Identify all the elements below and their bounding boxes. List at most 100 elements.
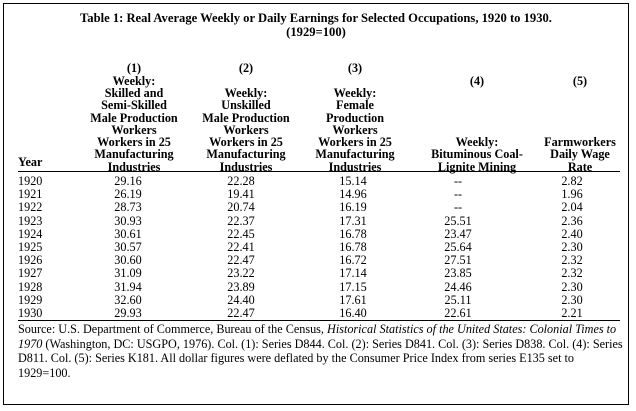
table-row: 1923 30.93 22.37 17.31 25.51 2.36	[18, 213, 620, 228]
year-cell: 1928	[18, 279, 43, 294]
value-cell: 16.78	[339, 240, 367, 255]
table-row: 1924 30.61 22.45 16.78 23.47 2.40	[18, 226, 620, 241]
value-cell: 25.64	[444, 240, 472, 255]
year-header: Year	[18, 155, 43, 169]
header-spacer	[418, 87, 536, 136]
value-cell: 22.37	[227, 213, 255, 228]
column-header-3: (3) Weekly: Female Production Workers Wo…	[307, 46, 403, 173]
value-cell: 31.09	[114, 266, 142, 281]
header-line: Weekly:	[112, 73, 156, 88]
value-cell: 30.93	[114, 213, 142, 228]
column-number: (3)	[347, 61, 363, 76]
column-number: (5)	[572, 73, 588, 88]
value-cell: 2.40	[561, 226, 583, 241]
header-line: Weekly:	[224, 85, 268, 100]
value-cell: 25.51	[444, 213, 472, 228]
header-line: Male Production	[202, 110, 290, 125]
value-cell: 29.93	[114, 306, 142, 321]
value-cell: 17.14	[339, 266, 367, 281]
value-cell: --	[453, 174, 463, 188]
year-cell: 1925	[18, 240, 43, 255]
year-cell: 1927	[18, 266, 43, 281]
value-cell: 22.61	[444, 306, 472, 321]
year-cell: 1930	[18, 306, 43, 321]
value-cell: 2.32	[561, 266, 583, 281]
value-cell: 28.73	[114, 200, 142, 215]
header-line: Skilled and	[104, 85, 164, 100]
value-cell: 23.85	[444, 266, 472, 281]
value-cell: 22.45	[227, 226, 255, 241]
header-line: Manufacturing	[315, 147, 395, 162]
value-cell: 22.47	[227, 253, 255, 268]
year-cell: 1926	[18, 253, 43, 268]
value-cell: 2.30	[561, 292, 583, 307]
header-spacer	[540, 87, 620, 136]
table-row: 1921 26.19 19.41 14.96 -- 1.96	[18, 188, 620, 201]
table-body: 1920 29.16 22.28 15.14 -- 2.82 1921 26.19 19.41 1…	[18, 174, 620, 321]
value-cell: 23.89	[227, 279, 255, 294]
header-line: Semi-Skilled	[101, 98, 167, 113]
source-note: Source: U.S. Department of Commerce, Bur…	[18, 322, 624, 380]
table-title: Table 1: Real Average Weekly or Daily Ea…	[4, 11, 628, 39]
value-cell: 17.61	[339, 292, 367, 307]
value-cell: 15.14	[339, 174, 367, 188]
value-cell: 25.11	[444, 292, 472, 307]
value-cell: 30.57	[114, 240, 142, 255]
header-line: Workers in 25	[318, 135, 392, 150]
year-cell: 1924	[18, 226, 43, 241]
source-prefix: Source: U.S. Department of Commerce, Bur…	[18, 322, 328, 336]
column-header-1: (1) Weekly: Skilled and Semi-Skilled Mal…	[88, 46, 180, 173]
header-line: Unskilled	[221, 98, 271, 113]
title-line-1: Table 1: Real Average Weekly or Daily Ea…	[80, 11, 552, 25]
header-line: Industries	[328, 159, 382, 174]
value-cell: 2.82	[561, 174, 583, 188]
table-row: 1927 31.09 23.22 17.14 23.85 2.32	[18, 267, 620, 280]
value-cell: 22.41	[227, 240, 255, 255]
value-cell: 16.19	[339, 200, 367, 215]
value-cell: 2.30	[561, 279, 583, 294]
source-title: Historical Statistics of the United Stat…	[18, 322, 617, 351]
header-line: Male Production	[90, 110, 178, 125]
value-cell: 26.19	[114, 187, 142, 202]
header-rule	[18, 171, 620, 172]
header-line: Bituminous Coal-	[431, 147, 523, 162]
value-cell: 2.32	[561, 253, 583, 268]
table-row: 1926 30.60 22.47 16.72 27.51 2.32	[18, 254, 620, 267]
column-number: (1)	[126, 61, 142, 76]
value-cell: 17.31	[339, 213, 367, 228]
header-line: Workers	[223, 122, 269, 137]
value-cell: 24.40	[227, 292, 255, 307]
year-cell: 1922	[18, 200, 43, 215]
table-row: 1920 29.16 22.28 15.14 -- 2.82	[18, 174, 620, 188]
header-line: Weekly:	[333, 85, 377, 100]
year-cell: 1921	[18, 187, 43, 202]
value-cell: 32.60	[114, 292, 142, 307]
value-cell: --	[453, 187, 463, 202]
table-row: 1925 30.57 22.41 16.78 25.64 2.30	[18, 240, 620, 255]
value-cell: --	[453, 200, 463, 215]
header-line: Daily Wage	[550, 147, 610, 162]
title-line-2: (1929=100)	[286, 25, 346, 39]
value-cell: 20.74	[227, 200, 255, 215]
value-cell: 23.47	[444, 226, 472, 241]
header-line: Manufacturing	[206, 147, 286, 162]
value-cell: 2.21	[561, 306, 583, 321]
table-frame: Table 1: Real Average Weekly or Daily Ea…	[3, 3, 629, 405]
header-line: Workers	[332, 122, 378, 137]
header-line: Weekly:	[455, 135, 499, 150]
column-header-4: (4) Weekly: Bituminous Coal- Lignite Min…	[418, 46, 536, 173]
source-suffix: (Washington, DC: USGPO, 1976). Col. (1):…	[18, 336, 623, 380]
header-line: Lignite Mining	[437, 159, 517, 174]
table-row: 1929 32.60 24.40 17.61 25.11 2.30	[18, 292, 620, 307]
value-cell: 30.60	[114, 253, 142, 268]
header-line: Production	[325, 110, 384, 125]
footer-rule	[18, 320, 620, 321]
value-cell: 16.78	[339, 226, 367, 241]
value-cell: 24.46	[444, 279, 472, 294]
value-cell: 2.36	[561, 213, 583, 228]
value-cell: 19.41	[227, 187, 255, 202]
table-row: 1928 31.94 23.89 17.15 24.46 2.30	[18, 279, 620, 294]
value-cell: 16.40	[339, 306, 367, 321]
header-line: Workers in 25	[209, 135, 283, 150]
year-cell: 1920	[18, 174, 43, 188]
